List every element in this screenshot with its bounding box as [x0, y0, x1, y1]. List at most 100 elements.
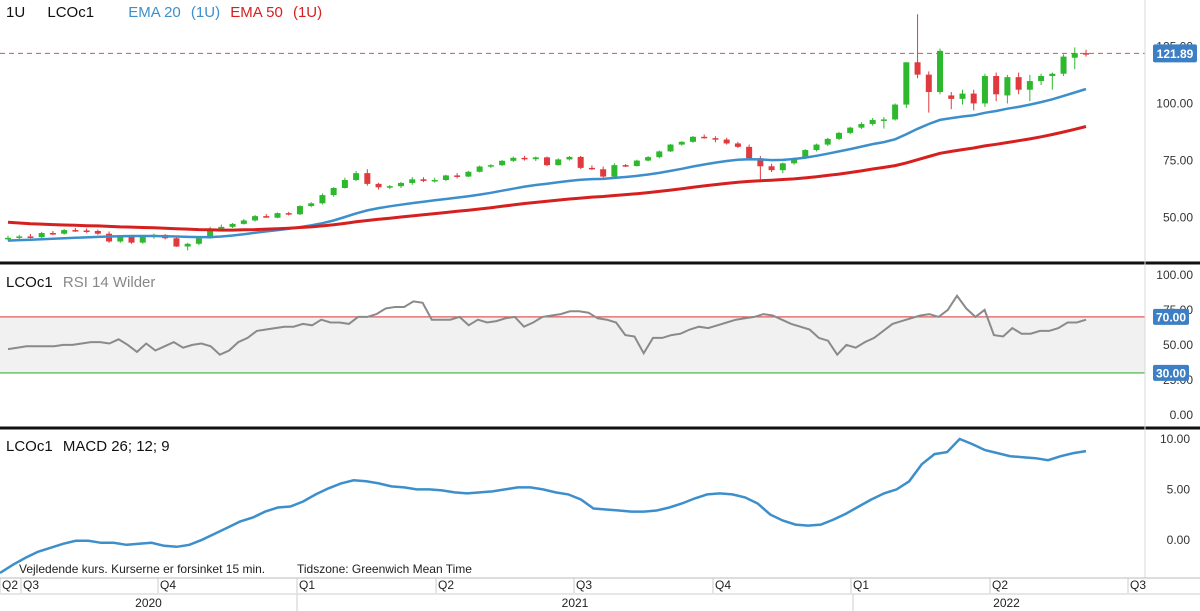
candle-body: [847, 127, 854, 133]
rsi-line: [7, 294, 1087, 357]
candle-body: [61, 230, 68, 234]
candle-body: [5, 237, 11, 240]
candle-body: [555, 159, 562, 166]
year-label: 2022: [993, 596, 1020, 610]
macd-label[interactable]: MACD 26; 12; 9: [62, 438, 170, 455]
candle-body: [779, 163, 786, 171]
candle-body: [600, 169, 607, 177]
candle-body: [746, 146, 753, 159]
last-price-badge: [1153, 44, 1197, 63]
timezone-note: Tidszone: Greenwich Mean Time: [297, 562, 472, 576]
ema50-period: (1U): [292, 4, 323, 21]
candle-body: [768, 166, 775, 171]
macd-tick-label: 5.00: [1167, 482, 1191, 496]
candle-body: [892, 104, 899, 120]
rsi-symbol: LCOc1: [6, 274, 53, 291]
candle-body: [184, 243, 191, 247]
candle-body: [937, 50, 944, 92]
candle-body: [465, 171, 472, 177]
candle-body: [723, 139, 730, 144]
candle-body: [49, 233, 56, 235]
candle-body: [218, 226, 225, 229]
candle-body: [454, 175, 461, 177]
candle-body: [240, 220, 247, 224]
candle-body: [487, 165, 494, 167]
rsi-level-label: 70.00: [1156, 310, 1186, 324]
quarter-label: Q2: [438, 578, 454, 592]
rsi-band: [0, 316, 1145, 373]
candle-body: [308, 203, 315, 207]
candle-body: [633, 160, 640, 167]
price-tick-label: 50.00: [1163, 211, 1193, 225]
candle-body: [353, 173, 360, 180]
period-label[interactable]: 1U: [6, 4, 26, 21]
macd-tick-label: 10.00: [1160, 432, 1190, 446]
candle-body: [667, 144, 674, 152]
candle-body: [689, 136, 696, 142]
candle-body: [824, 138, 831, 145]
candle-body: [566, 156, 573, 160]
candle-body: [285, 213, 292, 215]
candle-body: [757, 158, 764, 167]
candle-body: [544, 157, 550, 166]
rsi-tick-label: 50.00: [1163, 338, 1193, 352]
quarter-label: Q4: [160, 578, 176, 592]
candle-body: [869, 119, 876, 124]
candle-body: [577, 156, 584, 168]
macd-tick-label: 0.00: [1167, 533, 1191, 547]
candle-body: [802, 150, 809, 159]
quarter-label: Q4: [715, 578, 731, 592]
candle-body: [1049, 73, 1056, 76]
candle-body: [701, 136, 708, 139]
candle-body: [476, 166, 483, 172]
macd-symbol: LCOc1: [6, 438, 53, 455]
candle-body: [319, 195, 326, 204]
delay-note: Vejledende kurs. Kurserne er forsinket 1…: [19, 562, 266, 576]
candle-body: [274, 213, 281, 218]
candle-body: [948, 95, 955, 99]
rsi-tick-label: 0.00: [1170, 408, 1194, 422]
candle-body: [532, 157, 539, 160]
candle-body: [499, 160, 506, 166]
macd-line: [0, 437, 1087, 575]
macd-pane[interactable]: 0.00 5.00 10.00: [0, 432, 1191, 575]
candle-body: [678, 141, 685, 145]
price-tick-label: 100.00: [1156, 96, 1193, 110]
candle-body: [442, 175, 449, 180]
year-label: 2020: [135, 596, 162, 610]
candle-body: [16, 236, 23, 238]
candle-body: [925, 74, 932, 92]
candle-body: [83, 230, 90, 233]
candle-body: [252, 216, 259, 221]
candle-body: [364, 173, 371, 184]
candle-body: [431, 180, 438, 182]
candle-body: [296, 206, 303, 215]
candle-body: [993, 76, 1000, 95]
quarter-label: Q3: [23, 578, 39, 592]
candle-body: [386, 186, 393, 188]
rsi-level-badge: [1153, 364, 1189, 381]
candle-body: [1071, 53, 1078, 58]
ema50-line: [7, 125, 1087, 232]
quarter-label: Q3: [1130, 578, 1146, 592]
ema50-label[interactable]: EMA 50: [230, 4, 283, 21]
candle-body: [195, 238, 202, 244]
ema20-period: (1U): [190, 4, 221, 21]
candle-body: [139, 236, 146, 243]
candle-body: [409, 179, 416, 183]
quarter-label: Q3: [576, 578, 592, 592]
candle-body: [914, 62, 921, 75]
candle-body: [656, 151, 663, 158]
macd-legend: LCOc1 MACD 26; 12; 9: [6, 438, 176, 455]
candle-body: [38, 233, 45, 238]
candle-body: [72, 230, 79, 232]
symbol-label: LCOc1: [47, 4, 95, 21]
ema20-label[interactable]: EMA 20: [128, 4, 181, 21]
candle-body: [645, 157, 652, 161]
rsi-label[interactable]: RSI 14 Wilder: [62, 274, 156, 291]
candle-body: [588, 167, 595, 170]
